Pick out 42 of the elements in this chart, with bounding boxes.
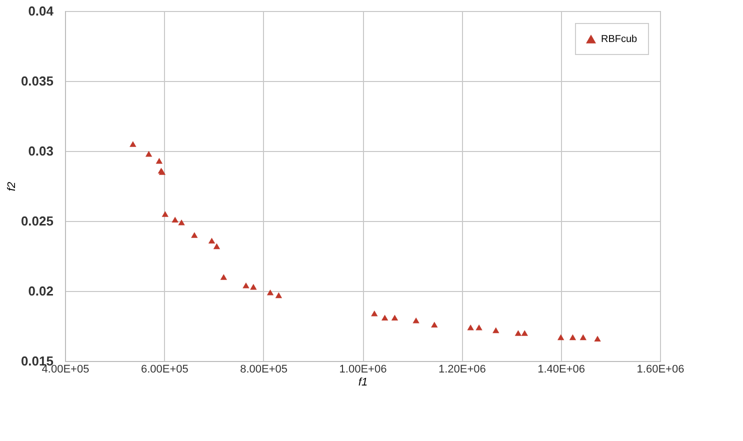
x-tick-label: 1.60E+06 — [636, 364, 684, 376]
y-axis-title: f2 — [6, 182, 18, 192]
point — [431, 322, 438, 328]
point — [569, 334, 576, 340]
point — [208, 238, 216, 244]
point — [242, 282, 250, 288]
x-tick-label: 1.00E+06 — [339, 364, 387, 376]
point — [412, 317, 420, 324]
x-axis-title: f1 — [358, 376, 368, 388]
point — [594, 336, 601, 342]
point — [521, 330, 528, 336]
point — [156, 158, 163, 164]
x-tick-label: 1.40E+06 — [538, 364, 586, 376]
point — [145, 150, 152, 157]
point — [266, 289, 274, 296]
point — [250, 284, 257, 290]
point — [514, 330, 522, 336]
x-tick-label: 8.00E+05 — [240, 364, 288, 376]
point — [213, 243, 220, 250]
point — [172, 216, 178, 223]
point — [220, 274, 228, 280]
point — [371, 310, 378, 316]
point — [492, 327, 500, 334]
point — [178, 219, 185, 226]
y-tick-label: 0.035 — [20, 74, 54, 88]
x-tick-label: 1.20E+06 — [438, 364, 486, 376]
y-tick-label: 0.025 — [20, 214, 54, 228]
point — [467, 324, 474, 330]
point — [162, 211, 169, 217]
point — [130, 141, 136, 147]
legend-label: RBFcub — [601, 34, 638, 45]
x-tick-label: 6.00E+05 — [140, 364, 188, 376]
point — [275, 292, 282, 298]
y-tick-label: 0.02 — [28, 284, 54, 298]
y-tick-label: 0.03 — [28, 144, 54, 158]
point — [557, 334, 564, 340]
point — [191, 232, 198, 238]
point — [381, 314, 388, 321]
point — [580, 334, 586, 340]
point — [391, 314, 398, 321]
point — [476, 324, 482, 330]
y-tick-label: 0.04 — [28, 4, 54, 18]
